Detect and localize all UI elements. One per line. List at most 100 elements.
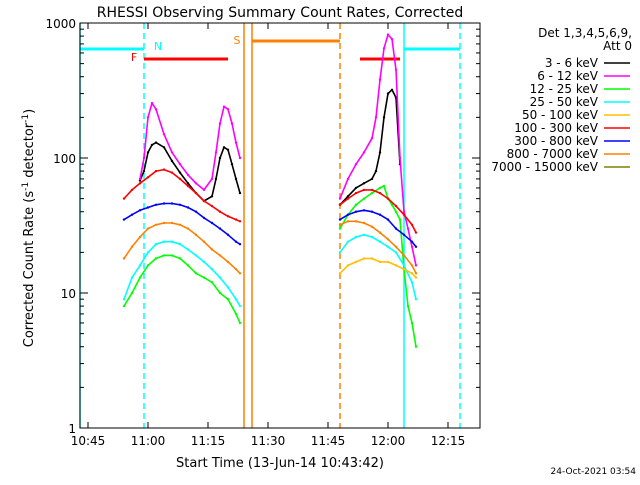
series-8-point [354,220,358,223]
x-tick-label: 10:45 [71,434,106,448]
series-1-point [354,186,358,190]
series-7-segment-1 [123,202,241,245]
series-6-point [194,191,198,195]
series-8-point [234,268,238,271]
series-4-point [226,286,230,289]
series-8-segment-1 [123,222,241,274]
y-tick-label: 1 [68,422,76,436]
series-7-point [122,218,126,221]
series-4-point [338,251,342,254]
series-8-point [378,231,382,234]
series-2-point [222,105,226,108]
series-6-point [162,168,166,171]
series-8-point [218,254,222,257]
series-5-point [402,268,406,271]
series-4-point [130,276,134,279]
series-7-point [138,209,142,212]
y-tick-label: 100 [53,152,76,166]
series-2-point [194,182,198,185]
series-8-point [130,245,134,248]
series-5-point [370,257,374,260]
legend-label-6: 100 - 300 keV [514,121,598,135]
x-tick-label: 11:30 [251,434,286,448]
series-4-point [234,298,238,301]
series-7-point [354,210,358,213]
series-5-point [414,276,418,279]
series-3-point [170,254,174,257]
series-6-segment-1 [123,168,241,223]
x-tick-label: 12:00 [371,434,406,448]
series-3-point [406,304,410,308]
series-2-point [402,210,406,213]
series-3-point [226,298,230,301]
series-2-point [178,163,182,166]
series-7-point [170,202,174,205]
chart-title: RHESSI Observing Summary Count Rates, Co… [97,5,463,21]
series-3-point [146,264,150,267]
series-5-point [338,272,342,275]
series-2-point [226,108,230,111]
series-4-point [218,276,222,279]
series-3-point [178,257,182,260]
y-axis-label: Corrected Count Rate (s-1 detector-1) [21,109,37,347]
series-4-point [410,281,414,284]
series-8-point [186,227,190,230]
x-tick-label: 11:00 [131,434,166,448]
series-6-point [234,218,238,221]
series-4-point [210,268,214,271]
series-6-point [370,188,374,192]
series-6-point [386,197,390,200]
series-4-point [402,264,406,267]
series-6-point [186,184,190,188]
series-2-point [386,33,390,36]
series-2-point [234,141,238,144]
series-6-point [402,213,406,216]
series-7-point [186,206,190,209]
series-3-point [354,203,358,206]
y-axis-label-exponent-2: -1 [21,114,31,123]
series-1-point [378,151,382,154]
series-2-point [414,264,418,267]
series-8-point [122,257,126,260]
y-axis: 1 10 100 1000 [45,17,480,436]
series-7-point [210,221,214,225]
series-6-point [238,220,242,223]
annotation-s: S [234,34,241,47]
series-8-point [338,223,342,226]
series-1-point [138,179,142,182]
series-6-point [414,231,418,234]
series-8-point [394,245,398,248]
series-4-point [378,240,382,243]
series-7-point [226,233,230,236]
series-1-point [390,88,394,92]
series-1-point [210,195,214,198]
series-7-point [338,218,342,221]
series-6-point [138,182,142,185]
series-4-point [178,243,182,246]
series-6-point [346,197,350,200]
legend-label-1: 3 - 6 keV [545,56,599,70]
series-8-point [226,260,230,264]
series-7-point [146,206,150,209]
series-6-point [154,169,158,173]
series-5-point [354,260,358,264]
series-4-point [202,260,206,264]
series-2-point [410,245,414,248]
series-7-point [218,227,222,230]
legend-header-line-2: Att 0 [603,39,632,53]
series-2-point [370,137,374,140]
series-4-point [394,251,398,254]
series-2-point [338,197,342,200]
series-1-point [142,169,146,173]
series-3-point [394,210,398,213]
x-tick-label: 12:15 [431,434,466,448]
series-1-point [226,148,230,151]
series-2-point [210,177,214,181]
series-2-point [186,173,190,177]
series-1-point [154,141,158,144]
series-3-point [122,304,126,308]
series-8-point [402,254,406,257]
series-2-point [146,116,150,119]
series-2-point [170,151,174,154]
series-6-point [410,223,414,226]
